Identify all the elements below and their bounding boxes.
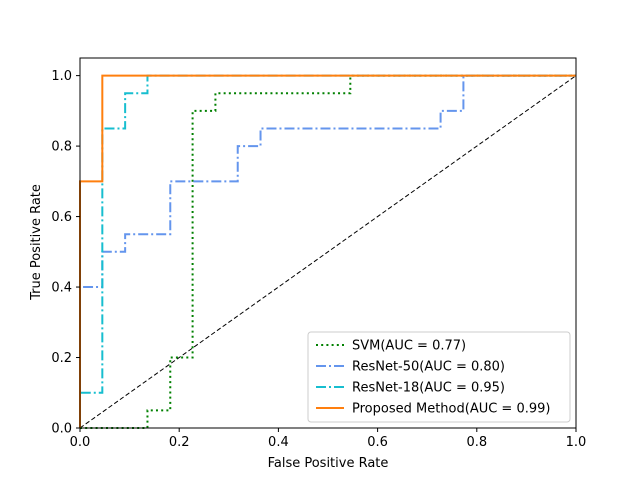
y-axis-label: True Positive Rate	[29, 184, 44, 301]
legend-label-2: ResNet-50(AUC = 0.80)	[352, 360, 505, 375]
legend-label-4: Proposed Method(AUC = 0.99)	[352, 402, 550, 417]
legend-box	[307, 331, 571, 423]
legend-label-3: ResNet-18(AUC = 0.95)	[352, 381, 505, 396]
legend: SVM(AUC = 0.77) ResNet-50(AUC = 0.80) ResN…	[307, 331, 571, 423]
axes-frame	[79, 57, 577, 429]
y-tick-label: 0.8	[51, 140, 72, 155]
x-axis-label: False Positive Rate	[268, 456, 389, 471]
x-tick-label: 1.0	[566, 435, 587, 450]
x-tick-label: 0.8	[466, 435, 487, 450]
series-line-3	[79, 74, 576, 428]
x-tick-label: 0.4	[268, 435, 289, 450]
y-tick-label: 0.6	[51, 210, 72, 225]
axes: 0.0 0.2 0.4 0.6 0.8 1.0 0.0 0.2 0.4 0.6 0.8 1.0	[51, 57, 587, 450]
chance-diagonal-line	[79, 75, 577, 429]
y-tick-label: 0.2	[51, 351, 72, 366]
y-tick-label: 0.4	[51, 281, 72, 296]
y-tick-label: 1.0	[51, 69, 72, 84]
plot-area	[79, 74, 577, 429]
legend-label-1: SVM(AUC = 0.77)	[352, 339, 466, 354]
x-tick-label: 0.0	[70, 435, 91, 450]
x-tick-label: 0.2	[169, 435, 190, 450]
x-tick-label: 0.6	[367, 435, 388, 450]
y-tick-label: 0.0	[51, 422, 72, 437]
